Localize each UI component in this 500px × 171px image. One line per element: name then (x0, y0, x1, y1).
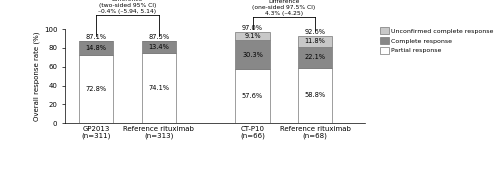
Text: 92.6%: 92.6% (304, 29, 326, 35)
Bar (298, 47, 332, 68)
Bar (79, 41, 114, 55)
Bar (236, 69, 270, 123)
Bar (142, 53, 176, 123)
Text: 97.0%: 97.0% (242, 25, 263, 31)
Text: 87.5%: 87.5% (148, 34, 170, 40)
Text: 22.1%: 22.1% (304, 54, 326, 60)
Legend: Unconfirmed complete response, Complete response, Partial response: Unconfirmed complete response, Complete … (380, 28, 494, 54)
Text: 9.1%: 9.1% (244, 33, 261, 39)
Text: 72.8%: 72.8% (86, 86, 107, 92)
Text: 11.8%: 11.8% (304, 38, 326, 44)
Bar (236, 32, 270, 41)
Text: Difference
(one-sided 97.5% CI)
4.3% (–4.25): Difference (one-sided 97.5% CI) 4.3% (–4… (252, 0, 316, 16)
Text: 14.8%: 14.8% (86, 45, 107, 51)
Text: Difference
(two-sided 95% CI)
–0.4% (–5.94, 5.14): Difference (two-sided 95% CI) –0.4% (–5.… (98, 0, 156, 14)
Bar (142, 41, 176, 53)
Text: 30.3%: 30.3% (242, 52, 263, 58)
Bar (298, 68, 332, 123)
Text: 74.1%: 74.1% (148, 85, 169, 91)
Bar (79, 55, 114, 123)
Text: 57.6%: 57.6% (242, 93, 263, 99)
Y-axis label: Overall response rate (%): Overall response rate (%) (33, 31, 40, 121)
Text: 58.8%: 58.8% (304, 93, 326, 98)
Bar (236, 41, 270, 69)
Text: 13.4%: 13.4% (148, 44, 169, 50)
Bar (298, 36, 332, 47)
Text: 87.1%: 87.1% (86, 34, 107, 40)
